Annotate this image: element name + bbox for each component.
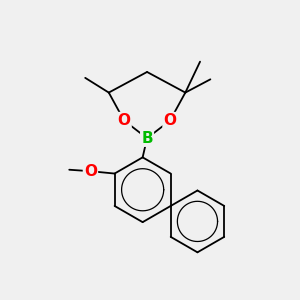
Text: O: O [164,113,176,128]
Text: O: O [84,164,97,179]
Text: O: O [118,113,130,128]
Text: B: B [141,131,153,146]
